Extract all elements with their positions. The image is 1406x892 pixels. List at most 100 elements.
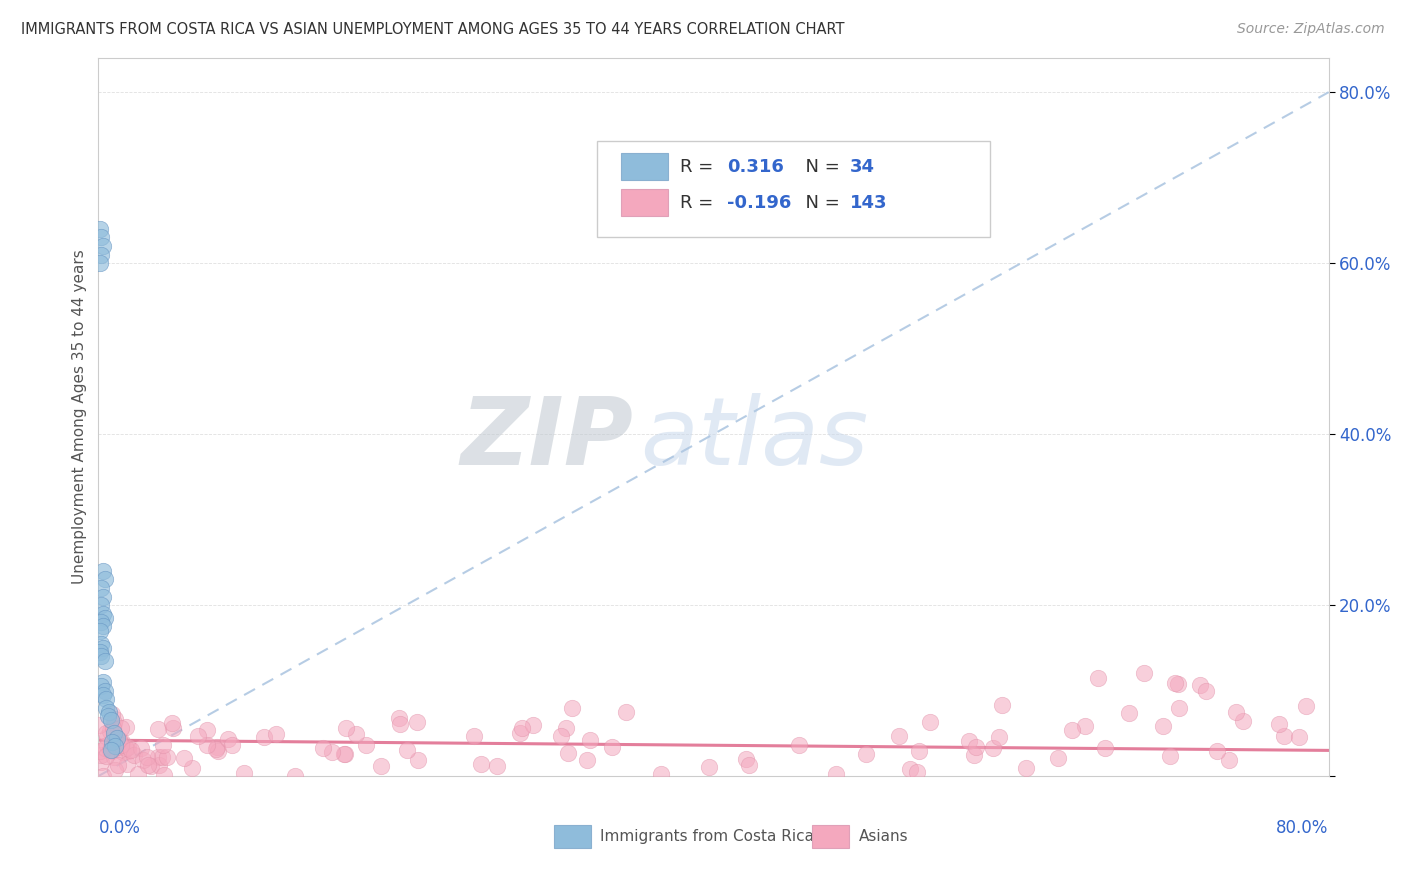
Point [463, 729, 485, 743]
Point [787, 738, 810, 752]
Point [217, 731, 239, 746]
Point [98, 724, 121, 739]
Point [103, 763, 125, 777]
Point [94, 725, 117, 739]
Point [1087, 671, 1109, 685]
Point [557, 747, 579, 761]
Point [162, 722, 184, 736]
Point [89, 645, 111, 659]
Point [253, 730, 276, 744]
Point [91, 607, 114, 621]
Point [825, 767, 848, 781]
Point [105, 731, 128, 745]
Point [898, 762, 921, 776]
Point [115, 756, 138, 771]
Point [987, 731, 1010, 745]
Point [266, 726, 288, 740]
Point [111, 735, 134, 749]
FancyBboxPatch shape [554, 825, 591, 847]
Point [91, 564, 114, 578]
Point [1133, 666, 1156, 681]
Point [94, 700, 117, 714]
Point [90, 747, 112, 762]
Point [91, 640, 114, 655]
Point [576, 752, 599, 766]
Point [312, 741, 335, 756]
Point [91, 619, 114, 633]
Point [117, 744, 139, 758]
Point [100, 743, 122, 757]
Point [146, 723, 169, 737]
Point [735, 752, 758, 766]
Point [89, 718, 111, 732]
Text: Source: ZipAtlas.com: Source: ZipAtlas.com [1237, 22, 1385, 37]
Point [370, 759, 392, 773]
Point [135, 750, 157, 764]
Point [957, 734, 980, 748]
Point [509, 726, 531, 740]
Point [991, 698, 1014, 712]
Point [98, 743, 121, 757]
Text: Asians: Asians [859, 829, 908, 844]
Point [93, 611, 115, 625]
Point [152, 768, 174, 782]
Point [1118, 706, 1140, 721]
Point [122, 748, 145, 763]
Point [1167, 677, 1189, 691]
Point [96, 738, 118, 752]
Text: R =: R = [681, 158, 720, 176]
Point [1060, 723, 1083, 738]
Point [1218, 753, 1240, 767]
Point [90, 230, 112, 244]
Point [100, 714, 122, 728]
Point [406, 753, 429, 767]
Point [1225, 705, 1247, 719]
Point [101, 722, 124, 736]
Point [91, 769, 114, 783]
Point [1268, 717, 1291, 731]
Text: N =: N = [793, 194, 845, 212]
Text: 143: 143 [851, 194, 887, 212]
Point [110, 721, 132, 735]
FancyBboxPatch shape [621, 153, 668, 180]
Point [139, 759, 162, 773]
Point [115, 720, 138, 734]
Point [1168, 701, 1191, 715]
Point [207, 739, 229, 754]
Point [195, 738, 218, 752]
Point [284, 769, 307, 783]
Point [101, 743, 124, 757]
Point [1163, 676, 1185, 690]
Point [233, 766, 256, 780]
Point [918, 714, 941, 729]
Point [354, 739, 377, 753]
Point [90, 615, 112, 630]
Point [510, 721, 533, 735]
Point [600, 739, 623, 754]
Point [173, 751, 195, 765]
Point [107, 757, 129, 772]
Point [101, 735, 124, 749]
Text: Immigrants from Costa Rica: Immigrants from Costa Rica [600, 829, 814, 844]
Point [104, 712, 127, 726]
Point [104, 739, 127, 753]
Point [187, 729, 209, 743]
Point [148, 758, 170, 772]
Point [1074, 719, 1097, 733]
Point [335, 721, 357, 735]
Point [616, 705, 638, 719]
Point [907, 764, 929, 779]
Point [90, 755, 112, 769]
Point [94, 740, 117, 755]
Text: N =: N = [793, 158, 845, 176]
Point [965, 739, 987, 754]
Point [1188, 678, 1211, 692]
Point [90, 247, 112, 261]
Text: IMMIGRANTS FROM COSTA RICA VS ASIAN UNEMPLOYMENT AMONG AGES 35 TO 44 YEARS CORRE: IMMIGRANTS FROM COSTA RICA VS ASIAN UNEM… [21, 22, 845, 37]
Point [1046, 751, 1069, 765]
Point [650, 767, 672, 781]
Point [470, 757, 492, 772]
Point [150, 750, 173, 764]
Point [103, 726, 125, 740]
Point [103, 750, 125, 764]
